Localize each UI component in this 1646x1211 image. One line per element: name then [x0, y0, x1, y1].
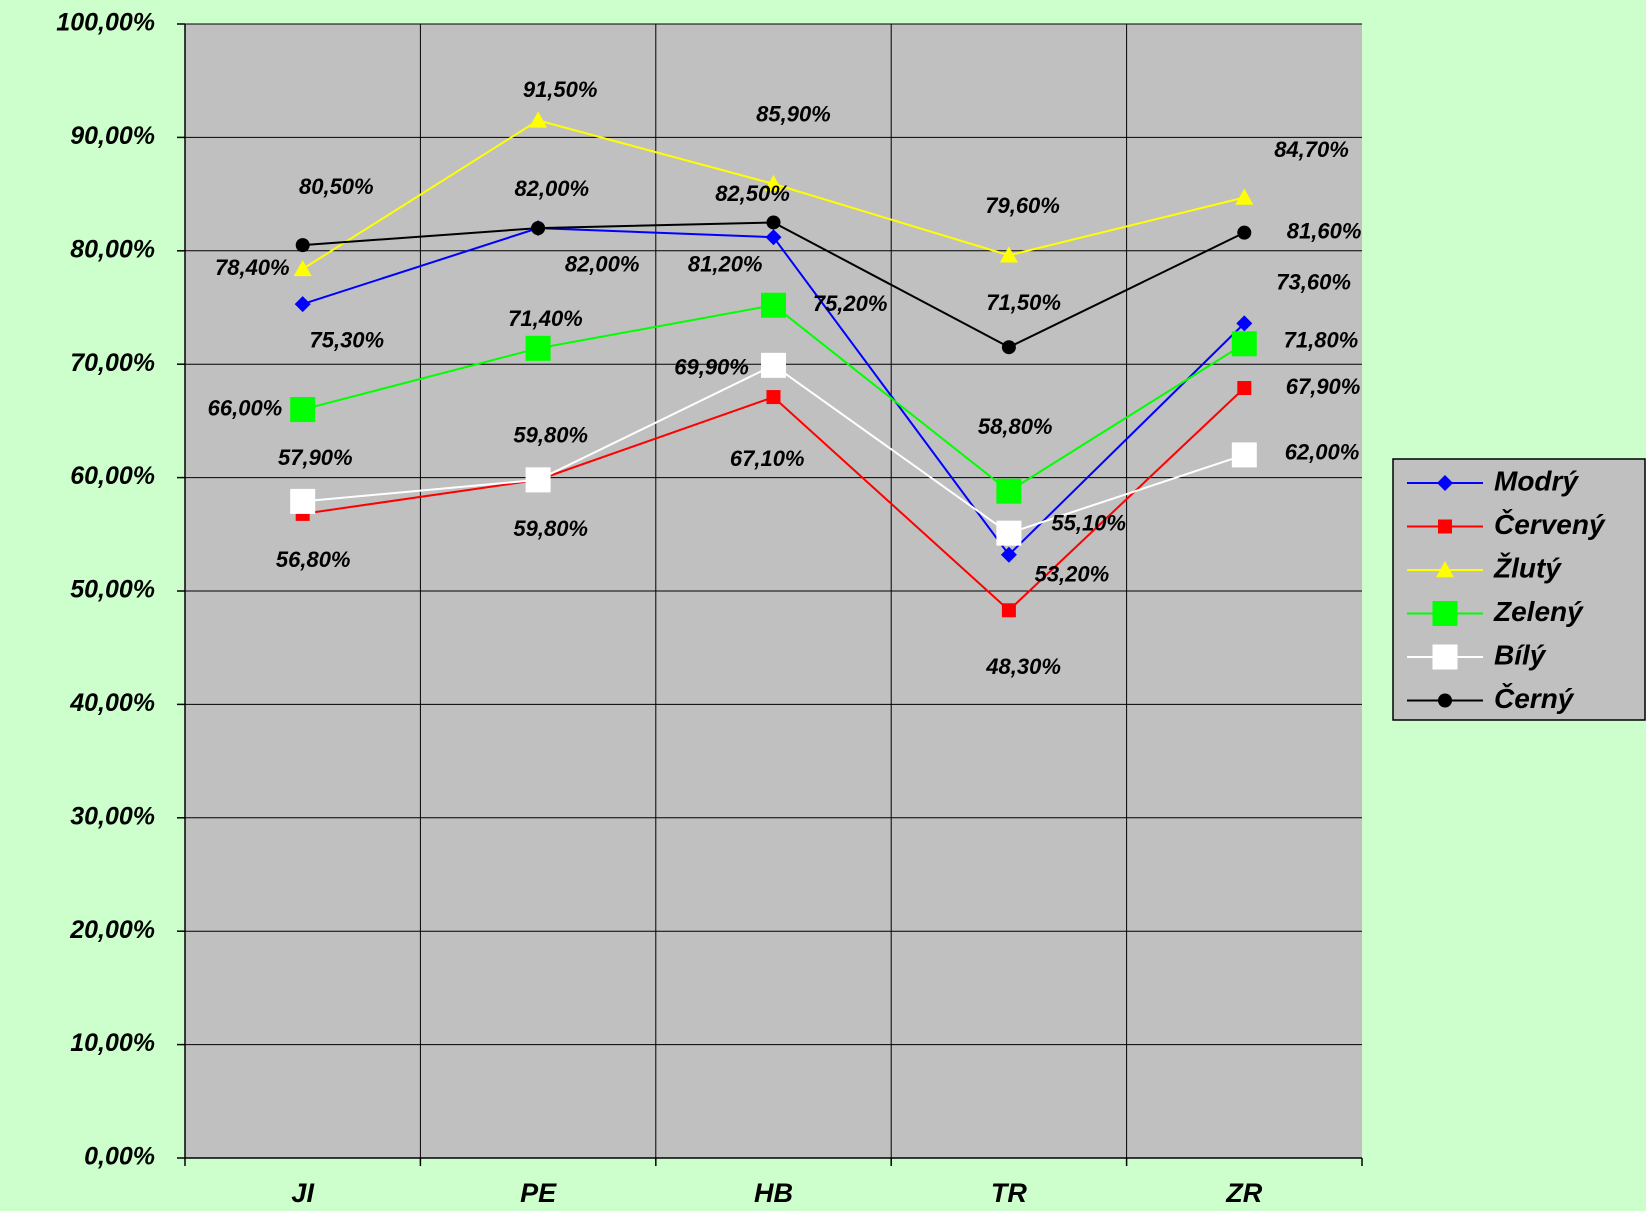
legend-marker — [1432, 601, 1458, 626]
legend-label: Žlutý — [1493, 552, 1562, 583]
data-label: 55,10% — [1051, 511, 1126, 536]
data-label: 59,80% — [513, 423, 588, 448]
point-marker — [1231, 442, 1257, 468]
legend-label: Zelený — [1493, 596, 1584, 627]
data-label: 73,60% — [1276, 269, 1351, 294]
legend-marker — [1438, 693, 1452, 708]
y-tick-label: 0,00% — [84, 1143, 155, 1171]
point-marker — [1237, 225, 1252, 240]
point-marker — [525, 467, 551, 493]
y-tick-label: 80,00% — [70, 235, 155, 263]
x-tick-label: PE — [520, 1178, 557, 1208]
point-marker — [765, 229, 782, 246]
x-tick-label: TR — [991, 1178, 1027, 1208]
point-marker — [290, 488, 316, 514]
data-label: 71,80% — [1284, 328, 1359, 353]
y-tick-label: 70,00% — [70, 349, 155, 377]
point-marker — [294, 296, 311, 313]
point-marker — [996, 520, 1022, 546]
data-label: 79,60% — [985, 193, 1060, 218]
data-label: 82,00% — [565, 252, 640, 277]
point-marker — [529, 111, 548, 128]
y-tick-label: 60,00% — [70, 462, 155, 490]
legend-label: Bílý — [1494, 639, 1547, 670]
data-label: 57,90% — [278, 445, 353, 470]
data-label: 84,70% — [1274, 137, 1349, 162]
point-marker — [1237, 381, 1252, 396]
data-label: 67,10% — [730, 446, 805, 471]
data-label: 91,50% — [523, 77, 598, 102]
data-label: 59,80% — [513, 516, 588, 541]
point-marker — [766, 215, 781, 230]
y-tick-label: 90,00% — [70, 122, 155, 150]
point-marker — [1001, 340, 1016, 355]
point-marker — [764, 174, 783, 192]
point-marker — [1236, 315, 1253, 332]
point-marker — [761, 352, 786, 378]
x-tick-label: HB — [754, 1178, 793, 1208]
legend-marker — [1437, 475, 1453, 491]
data-label: 71,50% — [986, 290, 1061, 315]
legend-marker — [1436, 561, 1454, 578]
data-label: 80,50% — [299, 174, 374, 199]
legend-label: Červený — [1494, 508, 1606, 540]
data-label: 71,40% — [508, 306, 583, 331]
point-marker — [766, 390, 781, 405]
data-label: 81,20% — [688, 251, 763, 276]
y-tick-label: 100,00% — [56, 9, 155, 37]
point-marker — [1000, 546, 1017, 563]
data-label: 75,30% — [309, 328, 384, 353]
y-tick-label: 40,00% — [69, 689, 155, 717]
data-label: 53,20% — [1035, 562, 1110, 587]
y-tick-label: 10,00% — [70, 1029, 155, 1057]
point-marker — [293, 259, 312, 277]
point-marker — [531, 221, 546, 236]
point-marker — [761, 292, 786, 318]
legend-box — [1392, 458, 1646, 721]
data-label: 48,30% — [985, 654, 1061, 679]
legend-label: Černý — [1494, 682, 1575, 714]
data-label: 78,40% — [215, 255, 290, 280]
data-label: 81,60% — [1287, 218, 1362, 243]
point-marker — [290, 397, 316, 423]
point-marker — [525, 335, 551, 361]
data-label: 66,00% — [208, 395, 283, 420]
point-marker — [1235, 188, 1254, 205]
data-label: 69,90% — [674, 354, 749, 379]
y-tick-label: 30,00% — [70, 802, 155, 830]
point-marker — [996, 478, 1022, 504]
data-label: 82,50% — [715, 181, 790, 206]
y-tick-label: 50,00% — [70, 576, 155, 604]
point-marker — [999, 246, 1018, 263]
data-label: 85,90% — [756, 101, 831, 126]
x-tick-label: ZR — [1225, 1178, 1262, 1208]
data-label: 58,80% — [978, 414, 1053, 439]
data-label: 75,20% — [813, 291, 888, 316]
data-label: 56,80% — [276, 547, 351, 572]
point-marker — [1231, 331, 1257, 357]
y-tick-label: 20,00% — [69, 916, 155, 944]
point-marker — [1001, 603, 1016, 618]
x-tick-label: JI — [291, 1178, 314, 1208]
data-label: 67,90% — [1286, 374, 1361, 399]
legend-marker — [1432, 644, 1458, 670]
legend-marker — [1438, 519, 1452, 534]
legend-label: Modrý — [1494, 465, 1579, 496]
point-marker — [295, 238, 310, 253]
data-label: 82,00% — [514, 176, 589, 201]
data-label: 62,00% — [1285, 440, 1360, 465]
